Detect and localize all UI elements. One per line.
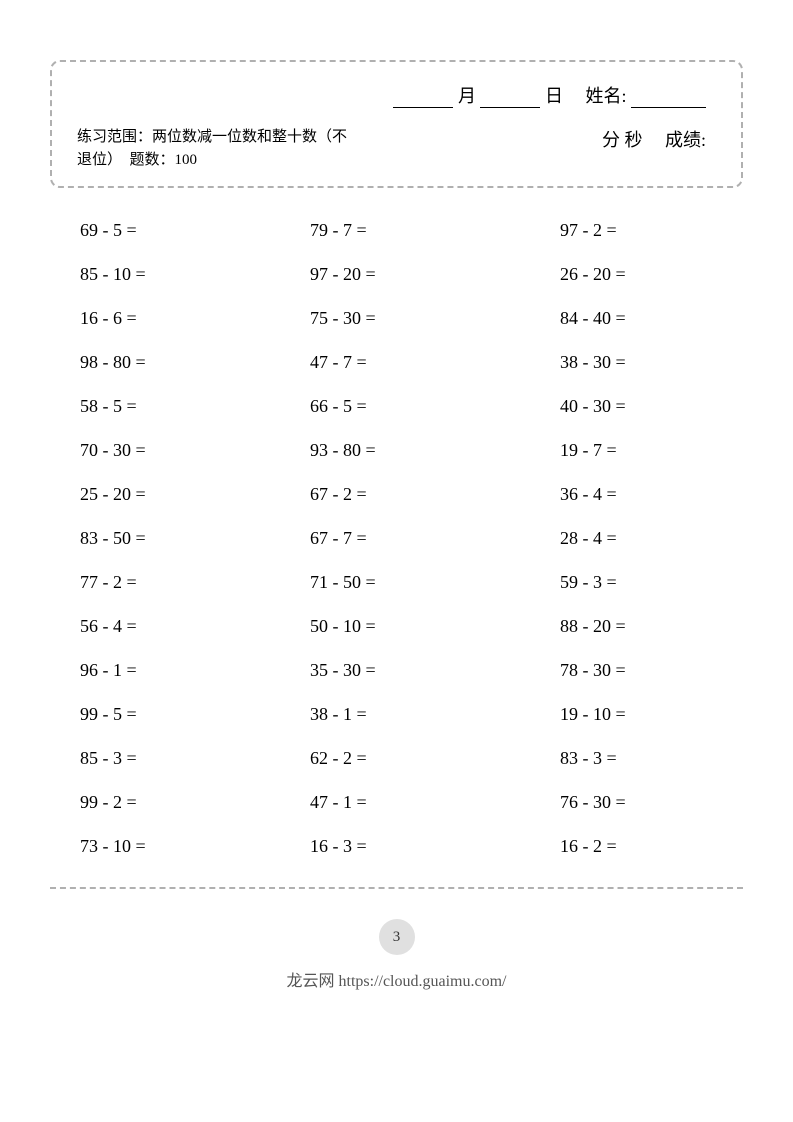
problem-cell: 59 - 3 = xyxy=(560,572,713,593)
problem-cell: 73 - 10 = xyxy=(80,836,310,857)
time-score: 分 秒 成绩: xyxy=(602,126,716,152)
problem-cell: 38 - 30 = xyxy=(560,352,713,373)
problem-cell: 83 - 3 = xyxy=(560,748,713,769)
month-label: 月 xyxy=(458,86,476,106)
problem-cell: 16 - 3 = xyxy=(310,836,560,857)
worksheet-page: 月 日 姓名: 练习范围：两位数减一位数和整十数（不退位） 题数：100 分 秒… xyxy=(0,0,793,1031)
problem-cell: 62 - 2 = xyxy=(310,748,560,769)
problem-cell: 36 - 4 = xyxy=(560,484,713,505)
problem-cell: 93 - 80 = xyxy=(310,440,560,461)
problem-cell: 69 - 5 = xyxy=(80,220,310,241)
problem-cell: 47 - 7 = xyxy=(310,352,560,373)
problem-cell: 83 - 50 = xyxy=(80,528,310,549)
score-label: 成绩: xyxy=(665,130,706,150)
problem-cell: 98 - 80 = xyxy=(80,352,310,373)
problem-cell: 35 - 30 = xyxy=(310,660,560,681)
problem-cell: 50 - 10 = xyxy=(310,616,560,637)
problem-row: 85 - 3 =62 - 2 =83 - 3 = xyxy=(80,748,713,769)
problem-cell: 97 - 2 = xyxy=(560,220,713,241)
problem-cell: 67 - 2 = xyxy=(310,484,560,505)
problem-cell: 19 - 7 = xyxy=(560,440,713,461)
problem-cell: 16 - 2 = xyxy=(560,836,713,857)
problem-cell: 38 - 1 = xyxy=(310,704,560,725)
problem-cell: 70 - 30 = xyxy=(80,440,310,461)
problem-cell: 84 - 40 = xyxy=(560,308,713,329)
problem-cell: 85 - 3 = xyxy=(80,748,310,769)
problem-cell: 28 - 4 = xyxy=(560,528,713,549)
problem-cell: 56 - 4 = xyxy=(80,616,310,637)
day-blank[interactable] xyxy=(480,90,540,108)
problem-cell: 67 - 7 = xyxy=(310,528,560,549)
problem-row: 58 - 5 =66 - 5 =40 - 30 = xyxy=(80,396,713,417)
scope-time-row: 练习范围：两位数减一位数和整十数（不退位） 题数：100 分 秒 成绩: xyxy=(77,126,716,171)
problem-cell: 96 - 1 = xyxy=(80,660,310,681)
date-name-row: 月 日 姓名: xyxy=(77,82,716,108)
bottom-divider xyxy=(50,887,743,889)
problem-cell: 47 - 1 = xyxy=(310,792,560,813)
scope-text: 练习范围：两位数减一位数和整十数（不退位） 题数：100 xyxy=(77,126,357,171)
problem-row: 56 - 4 =50 - 10 =88 - 20 = xyxy=(80,616,713,637)
name-blank[interactable] xyxy=(631,90,706,108)
problem-cell: 76 - 30 = xyxy=(560,792,713,813)
problem-row: 77 - 2 =71 - 50 =59 - 3 = xyxy=(80,572,713,593)
header-box: 月 日 姓名: 练习范围：两位数减一位数和整十数（不退位） 题数：100 分 秒… xyxy=(50,60,743,188)
problem-row: 98 - 80 =47 - 7 =38 - 30 = xyxy=(80,352,713,373)
page-number-wrap: 3 xyxy=(50,919,743,955)
problem-cell: 78 - 30 = xyxy=(560,660,713,681)
day-label: 日 xyxy=(545,86,563,106)
problem-cell: 66 - 5 = xyxy=(310,396,560,417)
problem-row: 99 - 2 =47 - 1 =76 - 30 = xyxy=(80,792,713,813)
problem-cell: 99 - 2 = xyxy=(80,792,310,813)
problem-row: 96 - 1 =35 - 30 =78 - 30 = xyxy=(80,660,713,681)
problem-row: 25 - 20 =67 - 2 =36 - 4 = xyxy=(80,484,713,505)
problem-row: 85 - 10 =97 - 20 =26 - 20 = xyxy=(80,264,713,285)
problem-row: 70 - 30 =93 - 80 =19 - 7 = xyxy=(80,440,713,461)
problem-cell: 16 - 6 = xyxy=(80,308,310,329)
problem-cell: 88 - 20 = xyxy=(560,616,713,637)
problem-row: 73 - 10 =16 - 3 =16 - 2 = xyxy=(80,836,713,857)
problem-cell: 25 - 20 = xyxy=(80,484,310,505)
problem-row: 83 - 50 =67 - 7 =28 - 4 = xyxy=(80,528,713,549)
minute-label: 分 xyxy=(602,130,620,150)
problem-cell: 77 - 2 = xyxy=(80,572,310,593)
problem-cell: 97 - 20 = xyxy=(310,264,560,285)
problem-cell: 99 - 5 = xyxy=(80,704,310,725)
problem-cell: 85 - 10 = xyxy=(80,264,310,285)
footer-link: 龙云网 https://cloud.guaimu.com/ xyxy=(50,967,743,991)
problem-row: 99 - 5 =38 - 1 =19 - 10 = xyxy=(80,704,713,725)
problems-grid: 69 - 5 =79 - 7 =97 - 2 = 85 - 10 =97 - 20… xyxy=(50,208,743,857)
problem-row: 16 - 6 =75 - 30 =84 - 40 = xyxy=(80,308,713,329)
month-blank[interactable] xyxy=(393,90,453,108)
problem-cell: 40 - 30 = xyxy=(560,396,713,417)
name-label: 姓名: xyxy=(585,86,626,106)
second-label: 秒 xyxy=(624,130,642,150)
problem-cell: 75 - 30 = xyxy=(310,308,560,329)
problem-cell: 71 - 50 = xyxy=(310,572,560,593)
problem-cell: 79 - 7 = xyxy=(310,220,560,241)
problem-cell: 19 - 10 = xyxy=(560,704,713,725)
problem-row: 69 - 5 =79 - 7 =97 - 2 = xyxy=(80,220,713,241)
problem-cell: 58 - 5 = xyxy=(80,396,310,417)
problem-cell: 26 - 20 = xyxy=(560,264,713,285)
page-number: 3 xyxy=(379,919,415,955)
